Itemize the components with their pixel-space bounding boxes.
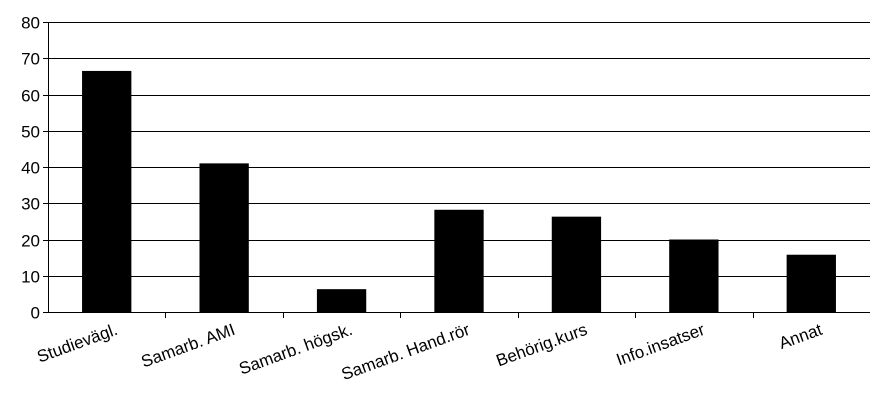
gridlines (48, 22, 870, 277)
x-category-label-1: Samarb. AMI (139, 320, 238, 371)
y-tick-label-40: 40 (21, 159, 40, 178)
bar-5 (669, 239, 719, 312)
bar-4 (551, 216, 602, 312)
x-category-label-0: Studievägl. (35, 320, 121, 367)
bar-1 (199, 163, 249, 312)
y-axis-tick-labels: 0 10 20 30 40 50 60 70 80 (21, 14, 40, 323)
axes (43, 22, 870, 318)
x-category-label-3: Samarb. Hand.rör (339, 320, 473, 384)
x-axis-category-labels: Studievägl. Samarb. AMI Samarb. högsk.Sama… (35, 320, 825, 384)
y-tick-label-0: 0 (31, 304, 40, 323)
bar-0 (82, 70, 132, 312)
y-tick-label-10: 10 (21, 268, 40, 287)
y-tick-label-70: 70 (21, 50, 40, 69)
y-tick-label-30: 30 (21, 195, 40, 214)
bar-3 (434, 209, 484, 312)
x-category-label-4: Behörig.kurs (494, 320, 590, 370)
bar-6 (786, 254, 836, 312)
bar-2 (316, 289, 367, 312)
x-category-label-2: Samarb. högsk. (237, 320, 355, 379)
y-tick-label-50: 50 (21, 123, 40, 142)
x-category-label-5: Info.insatser (614, 320, 708, 370)
y-tick-label-60: 60 (21, 87, 40, 106)
x-category-label-6: Annat (776, 320, 825, 353)
bars (82, 70, 836, 312)
y-tick-label-80: 80 (21, 14, 40, 33)
y-tick-label-20: 20 (21, 232, 40, 251)
